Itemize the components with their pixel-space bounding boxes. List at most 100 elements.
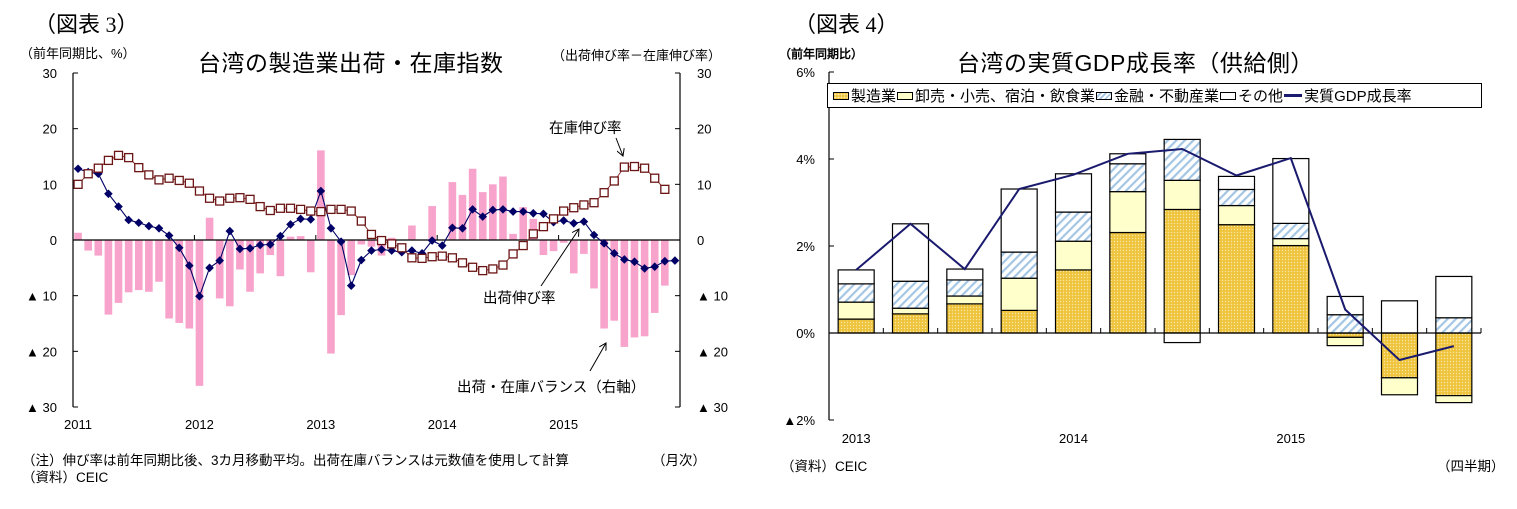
inventory-growth-point: [235, 193, 245, 203]
balance-bar: [296, 236, 305, 240]
inventory-growth-point: [174, 175, 184, 186]
inventory-growth-point: [498, 260, 508, 270]
balance-bar: [256, 240, 264, 274]
inventory-growth-point: [164, 173, 174, 183]
inventory-growth-point: [427, 252, 437, 262]
shipment-growth-point: [498, 205, 508, 214]
shipment-growth-point: [620, 255, 629, 264]
shipment-growth-point: [265, 240, 275, 249]
inventory-growth-point: [154, 175, 164, 185]
chart1-note: （注）伸び率は前年同期比後、3カ月移動平均。出荷在庫バランスは元数値を使用して計…: [22, 453, 569, 468]
inventory-growth-point: [478, 265, 488, 276]
inventory-growth-point: [457, 258, 468, 268]
inventory-growth-point: [275, 203, 286, 213]
inventory-growth-point: [265, 205, 275, 216]
shipment-growth-point: [346, 281, 356, 290]
shipment-growth-point: [427, 236, 437, 245]
shipment-growth-point: [357, 255, 366, 265]
legend-item-other: その他: [1220, 85, 1283, 106]
x-tick-label: 2014: [428, 417, 457, 432]
other-segment: [1217, 175, 1256, 191]
shipment-growth-point: [276, 231, 285, 241]
manufacturing-segment: [1163, 208, 1201, 334]
left-y-tick-label: ▲ 10: [26, 289, 57, 304]
balance-bar: [539, 240, 548, 256]
shipment-growth-point: [448, 223, 457, 233]
finance-segment: [1326, 314, 1364, 334]
inventory-growth-point: [225, 193, 235, 203]
balance-bar: [226, 240, 234, 307]
balance-bar: [175, 240, 184, 323]
shipment-growth-point: [215, 256, 224, 265]
inventory-growth-point: [619, 162, 630, 172]
other-segment: [891, 223, 930, 282]
shipment-growth-point: [164, 231, 174, 240]
manufacturing-segment: [946, 303, 984, 334]
inventory-growth-point: [245, 194, 255, 205]
x-tick-label: 2014: [1059, 431, 1088, 446]
balance-bar: [236, 240, 244, 270]
manufacturing-segment: [1326, 332, 1364, 338]
chart1-right-axis-unit: （出荷伸び率－在庫伸び率）: [552, 48, 722, 63]
manufacturing-segment: [1435, 332, 1473, 397]
shipment-growth-point: [185, 261, 194, 270]
inventory-growth-point: [295, 204, 306, 215]
balance-bar: [114, 240, 123, 303]
legend-swatch-other: [1220, 91, 1237, 100]
inventory-growth-point: [326, 204, 336, 215]
x-tick-label: 2015: [1276, 431, 1305, 446]
chart1-source: （資料）CEIC: [22, 470, 109, 485]
balance-annotation-arrow: [589, 343, 606, 372]
finance-segment: [891, 280, 930, 309]
inventory-growth-point: [184, 178, 194, 188]
chart1-plot-area: 30 20 10 0 ▲ 10 ▲ 20 ▲ 30 30 20 10 0 ▲ 10 ▲ 20 ▲ 30 20…: [26, 66, 728, 432]
shipment-growth-point: [599, 239, 609, 248]
inventory-growth-point: [316, 206, 326, 217]
shipment-growth-point: [579, 217, 589, 226]
finance-segment: [837, 283, 875, 303]
balance-bar: [468, 168, 477, 240]
x-tick-label: 2011: [64, 417, 92, 432]
shipment-growth-point: [174, 243, 184, 253]
balance-bar: [640, 240, 649, 337]
manufacturing-segment: [1272, 244, 1310, 334]
legend-label: 実質GDP成長率: [1304, 88, 1412, 105]
inventory-growth-point: [488, 264, 498, 274]
shipment-growth-point: [529, 208, 538, 218]
finance-segment: [1217, 188, 1256, 207]
wholesale-segment: [1435, 395, 1473, 404]
wholesale-segment: [1326, 336, 1364, 347]
y-tick-label: 2%: [796, 239, 815, 254]
shipment-growth-point: [144, 221, 154, 231]
inventory-growth-point: [255, 201, 265, 212]
x-tick-label: 2015: [549, 417, 578, 432]
right-y-tick-label: ▲ 20: [697, 344, 728, 359]
shipment-growth-point: [468, 205, 477, 214]
balance-bar: [327, 240, 335, 354]
inventory-growth-point: [579, 200, 589, 210]
shipment-growth-point: [255, 240, 265, 250]
balance-bar: [610, 240, 619, 321]
other-segment: [1326, 295, 1364, 316]
shipment-growth-point: [245, 244, 255, 253]
balance-bar: [74, 232, 82, 240]
shipment-growth-point: [407, 246, 417, 255]
shipment-growth-point: [205, 263, 214, 273]
inventory-growth-point: [93, 163, 103, 173]
balance-bar: [408, 225, 416, 240]
legend-label: 卸売・小売、宿泊・飲食業: [915, 88, 1096, 105]
balance-bar: [387, 237, 396, 240]
shipment-growth-point: [437, 241, 447, 250]
shipment-growth-point: [114, 202, 123, 211]
shipment-growth-point: [93, 169, 103, 179]
balance-bar: [367, 240, 376, 247]
legend-line-gdp: [1284, 94, 1303, 97]
balance-bar: [509, 233, 517, 240]
shipment-growth-point: [336, 237, 346, 246]
inventory-annotation: 在庫伸び率: [549, 121, 622, 137]
other-segment: [1435, 275, 1473, 319]
inventory-annotation-arrow: [615, 137, 623, 156]
inventory-growth-point: [447, 253, 458, 263]
finance-segment: [1435, 317, 1473, 334]
inventory-growth-point: [346, 206, 356, 216]
